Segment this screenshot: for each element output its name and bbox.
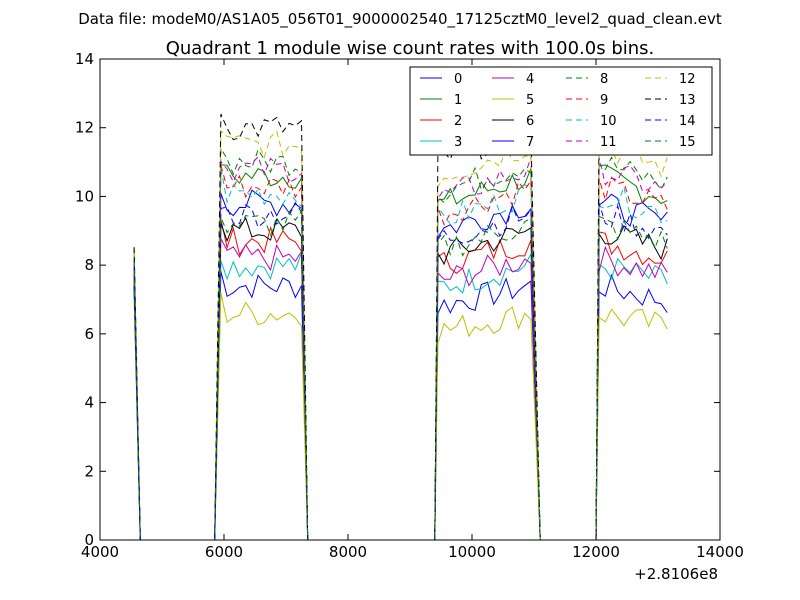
series-line-3 bbox=[133, 252, 668, 541]
plot-area-frame bbox=[99, 58, 721, 541]
x-tick-label: 8000 bbox=[329, 543, 367, 561]
legend-label-7: 7 bbox=[526, 135, 534, 150]
series-line-0 bbox=[133, 271, 668, 541]
series-line-6 bbox=[133, 216, 668, 541]
series-line-7 bbox=[133, 189, 668, 541]
y-tick-label: 4 bbox=[84, 394, 94, 412]
chart-title: Quadrant 1 module wise count rates with … bbox=[166, 38, 655, 59]
legend-label-14: 14 bbox=[679, 114, 696, 129]
series-line-1 bbox=[133, 164, 668, 541]
plot-lines bbox=[133, 113, 668, 541]
legend-label-4: 4 bbox=[526, 72, 534, 87]
x-tick-label: 10000 bbox=[448, 543, 496, 561]
legend-label-10: 10 bbox=[600, 114, 617, 129]
legend-label-13: 13 bbox=[679, 93, 696, 108]
y-tick-label: 10 bbox=[75, 187, 94, 205]
series-line-9 bbox=[133, 165, 668, 541]
legend-label-8: 8 bbox=[600, 72, 608, 87]
legend-label-15: 15 bbox=[679, 135, 696, 150]
series-line-13 bbox=[133, 113, 668, 541]
y-tick-label: 2 bbox=[84, 462, 94, 480]
legend-label-9: 9 bbox=[600, 93, 608, 108]
series-line-8 bbox=[133, 146, 668, 541]
series-line-10 bbox=[133, 167, 668, 541]
legend-label-2: 2 bbox=[454, 114, 462, 129]
y-tick-label: 12 bbox=[75, 119, 94, 137]
y-tick-label: 14 bbox=[75, 50, 94, 68]
series-line-11 bbox=[133, 155, 668, 541]
legend-label-11: 11 bbox=[600, 135, 617, 150]
x-tick-label: 14000 bbox=[696, 543, 744, 561]
x-offset-label: +2.8106e8 bbox=[634, 565, 718, 583]
x-tick-label: 4000 bbox=[81, 543, 119, 561]
series-line-4 bbox=[133, 238, 668, 541]
y-tick-label: 8 bbox=[84, 256, 94, 274]
legend-label-1: 1 bbox=[454, 93, 462, 108]
x-tick-label: 12000 bbox=[572, 543, 620, 561]
series-line-2 bbox=[133, 219, 668, 541]
y-tick-label: 0 bbox=[84, 531, 94, 549]
x-tick-label: 6000 bbox=[205, 543, 243, 561]
legend-frame bbox=[409, 66, 713, 156]
series-line-12 bbox=[133, 129, 668, 541]
y-tick-label: 6 bbox=[84, 325, 94, 343]
legend-label-3: 3 bbox=[454, 135, 462, 150]
legend-label-0: 0 bbox=[454, 72, 462, 87]
legend-label-12: 12 bbox=[679, 72, 696, 87]
figure-suptitle: Data file: modeM0/AS1A05_056T01_90000025… bbox=[78, 10, 722, 29]
legend-label-5: 5 bbox=[526, 93, 534, 108]
series-line-5 bbox=[133, 292, 668, 541]
legend-label-6: 6 bbox=[526, 114, 534, 129]
series-line-14 bbox=[133, 201, 668, 541]
series-line-15 bbox=[133, 209, 668, 541]
